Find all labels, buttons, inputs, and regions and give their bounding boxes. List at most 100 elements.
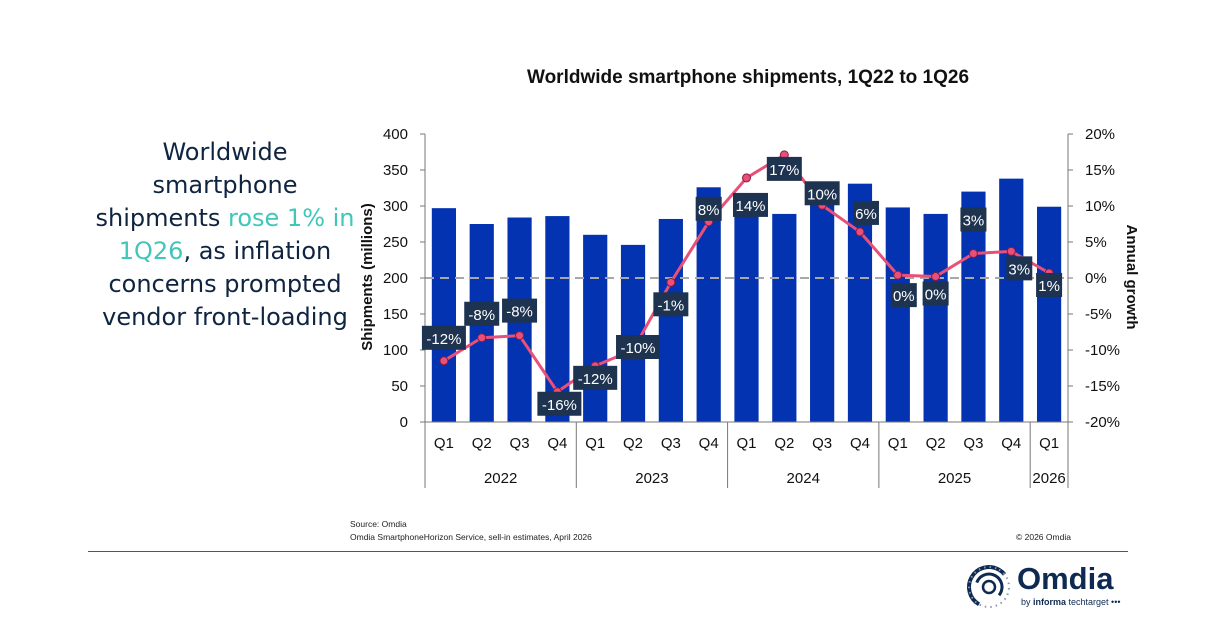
x-tick-label: Q3 — [510, 435, 530, 452]
x-tick-label: Q2 — [774, 435, 794, 452]
growth-point — [515, 331, 525, 341]
headline-part1: Worldwide smartphone shipments — [95, 138, 298, 232]
growth-data-label: -10% — [621, 340, 656, 357]
growth-data-label: 3% — [1008, 261, 1030, 278]
growth-data-label: -1% — [658, 297, 685, 314]
x-tick-label: Q2 — [472, 435, 492, 452]
y2-tick-label: 10% — [1085, 198, 1115, 215]
x-tick-label: Q4 — [699, 435, 719, 452]
growth-label-bg — [804, 181, 840, 206]
shipment-bar — [772, 213, 797, 422]
omdia-logo: Omdia by informa techtarget ••• — [965, 561, 1135, 613]
logo-sub-rest: techtarget ••• — [1066, 597, 1121, 607]
shipment-bar — [734, 208, 759, 422]
growth-data-label: 10% — [807, 186, 837, 203]
x-tick-label: Q1 — [736, 435, 756, 452]
chart-title: Worldwide smartphone shipments, 1Q22 to … — [527, 67, 969, 88]
source-text: Source: Omdia — [350, 519, 407, 529]
x-tick-label: Q3 — [661, 435, 681, 452]
y-tick-label: 350 — [383, 162, 408, 179]
year-group-label: 2024 — [787, 470, 820, 487]
y2-tick-label: -5% — [1085, 306, 1112, 323]
y2-tick-label: -20% — [1085, 414, 1120, 431]
growth-point — [477, 333, 487, 343]
y-axis-label: Shipments (millions) — [359, 203, 376, 351]
growth-data-label: -16% — [542, 397, 577, 414]
headline-highlight: rose 1% in 1Q26 — [118, 204, 355, 265]
y2-tick-label: 20% — [1085, 126, 1115, 143]
x-tick-label: Q4 — [547, 435, 567, 452]
growth-data-label: 6% — [855, 206, 877, 223]
growth-labels-group: -12%-8% -8%-16%-12%-10%-1%8% 14%17%10%6%0%… — [421, 156, 1063, 416]
growth-data-label: 8% — [698, 202, 720, 219]
axes-group: 0 50 100 150 200 250 300 350 400 -20% -15% -10% -5% 0… — [383, 126, 1120, 488]
y-tick-label: 300 — [383, 198, 408, 215]
growth-label-bg — [890, 283, 917, 308]
footer-divider — [88, 551, 1128, 552]
shipment-bar — [885, 207, 910, 422]
x-tick-label: Q2 — [623, 435, 643, 452]
x-tick-label: Q3 — [963, 435, 983, 452]
year-group-label: 2026 — [1032, 470, 1065, 487]
y2-axis-label: Annual growth — [1123, 225, 1140, 330]
x-tick-label: Q4 — [1001, 435, 1021, 452]
shipment-bar — [999, 178, 1024, 422]
headline-part2: , as inflation concerns prompted vendor … — [102, 237, 348, 331]
growth-data-label: 3% — [963, 213, 985, 230]
source-note: Omdia SmartphoneHorizon Service, sell-in… — [350, 532, 592, 542]
shipment-bar — [658, 218, 683, 422]
omdia-logo-icon — [967, 565, 1011, 609]
y2-tick-label: -15% — [1085, 378, 1120, 395]
x-tick-label: Q1 — [585, 435, 605, 452]
growth-data-label: 0% — [925, 287, 947, 304]
year-group-label: 2025 — [938, 470, 971, 487]
growth-data-label: 14% — [735, 198, 765, 215]
growth-label-bg — [766, 156, 802, 181]
growth-point — [439, 356, 449, 366]
growth-label-bg — [421, 325, 466, 350]
headline-text: Worldwide smartphone shipments rose 1% i… — [90, 136, 360, 334]
y-tick-label: 200 — [383, 270, 408, 287]
growth-label-bg — [616, 335, 661, 359]
growth-data-label: -8% — [468, 307, 495, 324]
logo-sub-bold: informa — [1033, 597, 1067, 607]
x-tick-label: Q1 — [434, 435, 454, 452]
shipment-bar — [696, 187, 721, 422]
shipment-bar — [923, 213, 948, 422]
growth-label-bg — [733, 192, 768, 217]
bars-group — [431, 178, 1062, 422]
logo-sub-prefix: by — [1021, 597, 1034, 607]
growth-point — [1006, 246, 1016, 256]
growth-label-bg — [852, 200, 879, 225]
omdia-logo-subtext: by informa techtarget ••• — [1021, 597, 1121, 607]
growth-data-label: -12% — [578, 371, 613, 388]
growth-data-label: 0% — [893, 288, 915, 305]
growth-data-label: -12% — [426, 331, 461, 348]
growth-label-bg — [1006, 256, 1033, 281]
copyright-text: © 2026 Omdia — [1016, 532, 1071, 542]
y-tick-label: 100 — [383, 342, 408, 359]
growth-point — [855, 227, 865, 237]
x-tick-label: Q2 — [926, 435, 946, 452]
x-tick-label: Q1 — [1039, 435, 1059, 452]
shipment-bar — [583, 234, 608, 422]
shipment-bar — [1036, 206, 1062, 422]
year-group-label: 2022 — [484, 470, 517, 487]
growth-label-bg — [695, 196, 722, 221]
growth-data-label: 17% — [769, 162, 799, 179]
x-tick-label: Q3 — [812, 435, 832, 452]
y-tick-label: 0 — [400, 414, 408, 431]
shipment-bar — [431, 208, 457, 422]
growth-label-bg — [537, 391, 582, 416]
growth-data-label: -8% — [506, 304, 533, 321]
growth-label-bg — [502, 298, 538, 323]
growth-label-bg — [922, 281, 949, 306]
shipment-bar — [810, 194, 835, 422]
y-tick-label: 50 — [391, 378, 408, 395]
y2-tick-label: 15% — [1085, 162, 1115, 179]
growth-label-bg — [960, 207, 987, 232]
growth-point — [968, 249, 978, 259]
growth-label-bg — [1036, 272, 1063, 297]
growth-data-label: 1% — [1038, 278, 1060, 295]
